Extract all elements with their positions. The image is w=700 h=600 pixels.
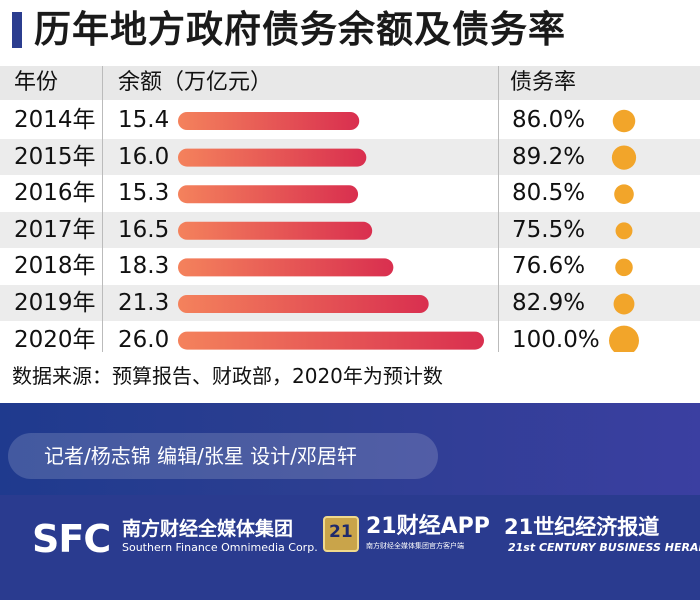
header-ratio: 债务率: [510, 70, 577, 95]
credits-text: 记者/杨志锦 编辑/张星 设计/邓居轩: [44, 444, 357, 468]
ratio-value-label: 82.9%: [512, 290, 586, 316]
app-badge-icon: 21: [323, 516, 359, 552]
credits-pill: 记者/杨志锦 编辑/张星 设计/邓居轩: [8, 433, 438, 479]
table-row: 2018年 18.3 76.6%: [0, 248, 700, 284]
app-name-en: 南方财经全媒体集团官方客户端: [366, 542, 464, 550]
year-label: 2015年: [14, 143, 96, 170]
balance-value-label: 16.0: [118, 143, 170, 170]
sfc-logo: SFC: [32, 517, 111, 561]
ratio-value-label: 89.2%: [512, 143, 586, 170]
source-note: 数据来源：预算报告、财政部，2020年为预计数: [12, 364, 443, 388]
year-label: 2020年: [14, 326, 96, 353]
balance-value-label: 15.4: [118, 107, 170, 133]
ratio-value-label: 86.0%: [512, 107, 586, 133]
balance-value-label: 15.3: [118, 180, 170, 207]
balance-value-label: 21.3: [118, 290, 170, 316]
sfc-name-cn: 南方财经全媒体集团: [122, 518, 294, 540]
table-row: 2020年 26.0 100.0%: [0, 322, 700, 358]
ratio-value-label: 76.6%: [512, 253, 586, 280]
data-table: 年份 余额（万亿元） 债务率 2014年 15.4 86.0% 2015年 16.0 89…: [0, 66, 700, 353]
logo-strip: SFC 南方财经全媒体集团 Southern Finance Omnimedia…: [0, 495, 700, 600]
table-row: 2016年 15.3 80.5%: [0, 175, 700, 211]
year-label: 2014年: [14, 107, 96, 133]
year-label: 2016年: [14, 180, 96, 207]
table-row: 2014年 15.4 86.0%: [0, 102, 700, 138]
balance-value-label: 16.5: [118, 216, 170, 243]
ratio-value-label: 80.5%: [512, 180, 586, 207]
year-label: 2017年: [14, 216, 96, 243]
table-row: 2017年 16.5 75.5%: [0, 211, 700, 248]
herald-name-en: 21st CENTURY BUSINESS HERALD: [508, 541, 700, 554]
column-divider: [498, 66, 499, 352]
ratio-value-label: 100.0%: [512, 326, 600, 353]
herald-name-cn: 21世纪经济报道: [504, 515, 660, 539]
year-label: 2019年: [14, 290, 96, 316]
ratio-value-label: 75.5%: [512, 216, 586, 243]
chart-title: 历年地方政府债务余额及债务率: [34, 8, 566, 51]
app-name-cn: 21财经APP: [366, 514, 490, 539]
header-balance: 余额（万亿元）: [118, 70, 273, 95]
header-year: 年份: [14, 70, 59, 95]
balance-value-label: 18.3: [118, 253, 170, 280]
column-divider: [102, 66, 103, 352]
title-accent-bar: [12, 12, 22, 48]
sfc-name-en: Southern Finance Omnimedia Corp.: [122, 541, 318, 554]
footer: 记者/杨志锦 编辑/张星 设计/邓居轩 SFC 南方财经全媒体集团 Southe…: [0, 403, 700, 600]
year-label: 2018年: [14, 253, 96, 280]
table-row: 2019年 21.3 82.9%: [0, 285, 700, 321]
title-bar: 历年地方政府债务余额及债务率: [0, 0, 700, 58]
table-header: 年份 余额（万亿元） 债务率: [0, 66, 700, 100]
balance-value-label: 26.0: [118, 326, 170, 353]
table-row: 2015年 16.0 89.2%: [0, 138, 700, 175]
app-badge-text: 21: [329, 522, 353, 542]
